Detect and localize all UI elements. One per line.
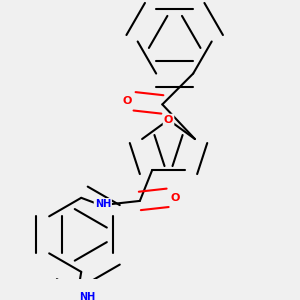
Text: O: O [171, 193, 180, 203]
Text: O: O [164, 115, 173, 125]
Text: O: O [122, 96, 131, 106]
Text: NH: NH [79, 292, 95, 300]
Text: NH: NH [95, 199, 111, 209]
